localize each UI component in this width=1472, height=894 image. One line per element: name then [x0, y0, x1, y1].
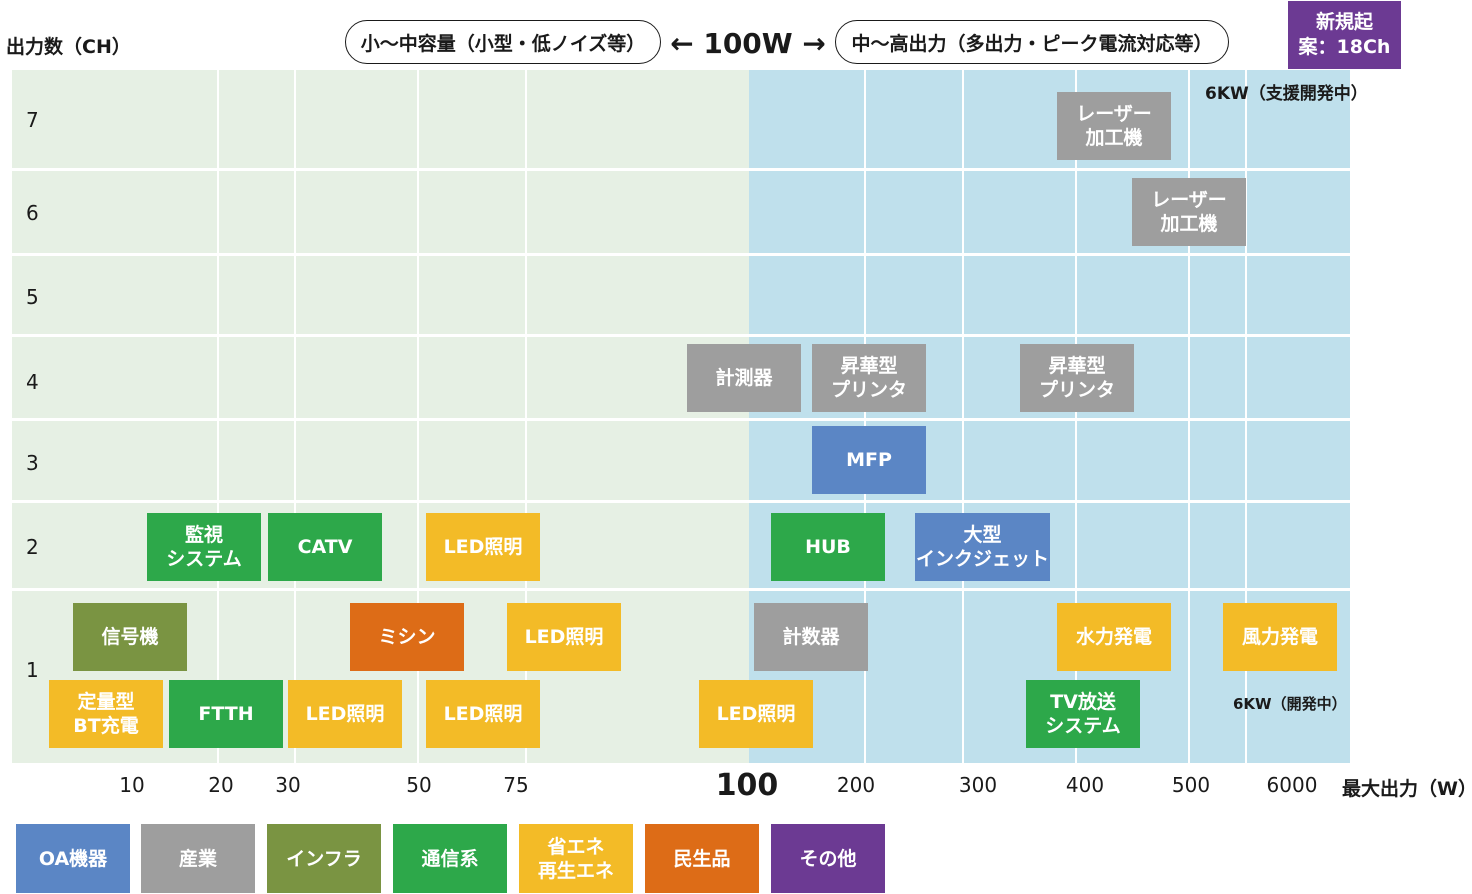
product-box: LED照明	[699, 680, 813, 748]
product-box: MFP	[812, 426, 926, 494]
gridline	[294, 70, 296, 763]
threshold-label: ← 100W →	[670, 27, 826, 60]
y-tick-label: 2	[26, 535, 39, 559]
x-tick-label: 100	[715, 768, 779, 803]
gridline	[217, 70, 219, 763]
y-tick-label: 3	[26, 451, 39, 475]
product-box: 信号機	[73, 603, 187, 671]
legend-item: 民生品	[645, 824, 759, 893]
product-box: レーザー 加工機	[1132, 178, 1246, 246]
x-axis-label: 最大出力（W）	[1342, 778, 1472, 800]
product-box: 定量型 BT充電	[49, 680, 163, 748]
legend-item: インフラ	[267, 824, 381, 893]
product-box: 風力発電	[1223, 603, 1337, 671]
gridline	[1075, 70, 1077, 763]
gridline	[12, 418, 1350, 421]
gridline	[12, 253, 1350, 256]
product-box: 大型 インクジェット	[915, 513, 1050, 581]
product-box: 昇華型 プリンタ	[1020, 344, 1134, 412]
x-tick-label: 30	[275, 773, 301, 797]
x-tick-label: 500	[1171, 773, 1211, 797]
product-box: レーザー 加工機	[1057, 92, 1171, 160]
x-tick-label: 10	[119, 773, 145, 797]
product-box: 監視 システム	[147, 513, 261, 581]
product-box: 計測器	[687, 344, 801, 412]
legend-item: その他	[771, 824, 885, 893]
gridline	[12, 588, 1350, 591]
legend-item: 通信系	[393, 824, 507, 893]
x-tick-label: 50	[406, 773, 432, 797]
product-box: 水力発電	[1057, 603, 1171, 671]
development-note: 6KW（開発中）	[1233, 695, 1347, 713]
x-tick-label: 75	[503, 773, 529, 797]
product-box: LED照明	[288, 680, 402, 748]
gridline	[417, 70, 419, 763]
gridline	[864, 70, 866, 763]
gridline	[12, 500, 1350, 503]
product-box: 計数器	[754, 603, 868, 671]
gridline	[12, 334, 1350, 337]
y-tick-label: 4	[26, 370, 39, 394]
y-tick-label: 1	[26, 658, 39, 682]
legend-item: 省エネ 再生エネ	[519, 824, 633, 893]
gridline	[1245, 70, 1247, 763]
development-note: 6KW（支援開発中）	[1205, 84, 1368, 104]
x-tick-label: 200	[836, 773, 876, 797]
product-box: LED照明	[426, 513, 540, 581]
gridline	[525, 70, 527, 763]
gridline	[1188, 70, 1190, 763]
product-box: FTTH	[169, 680, 283, 748]
new-proposal-badge: 新規起 案：18Ch	[1288, 1, 1401, 69]
legend-item: OA機器	[16, 824, 130, 893]
y-axis-label: 出力数（CH）	[6, 36, 131, 58]
x-tick-label: 20	[208, 773, 234, 797]
medium-high-pill: 中〜高出力（多出力・ピーク電流対応等）	[835, 20, 1229, 64]
product-box: LED照明	[426, 680, 540, 748]
y-tick-label: 6	[26, 201, 39, 225]
y-tick-label: 7	[26, 108, 39, 132]
product-box: HUB	[771, 513, 885, 581]
x-tick-label: 300	[958, 773, 998, 797]
gridline	[962, 70, 964, 763]
x-tick-label: 400	[1065, 773, 1105, 797]
product-box: ミシン	[350, 603, 464, 671]
y-tick-label: 5	[26, 285, 39, 309]
product-box: LED照明	[507, 603, 621, 671]
legend-item: 産業	[141, 824, 255, 893]
product-box: TV放送 システム	[1026, 680, 1140, 748]
small-medium-pill: 小〜中容量（小型・低ノイズ等）	[345, 20, 661, 64]
product-box: CATV	[268, 513, 382, 581]
product-box: 昇華型 プリンタ	[812, 344, 926, 412]
x-tick-label: 6000	[1266, 773, 1318, 797]
gridline	[12, 168, 1350, 171]
